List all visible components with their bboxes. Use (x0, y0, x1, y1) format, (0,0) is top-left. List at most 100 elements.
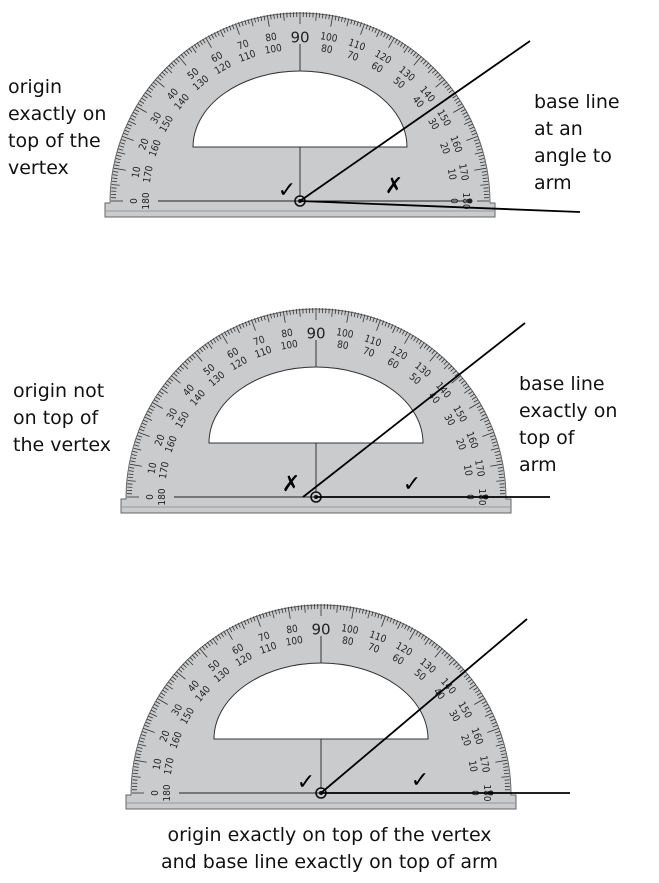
scale-tick (462, 111, 468, 115)
scale-tick (226, 629, 233, 640)
scale-label-outer: 30 (165, 406, 180, 422)
scale-tick (362, 314, 366, 323)
scale-tick (215, 336, 219, 342)
scale-tick (185, 49, 190, 55)
scale-tick (438, 76, 443, 81)
scale-tick (450, 367, 455, 372)
scale-tick (479, 161, 485, 164)
scale-tick (409, 627, 413, 633)
scale-tick (218, 334, 222, 340)
scale-tick (282, 310, 286, 323)
scale-tick (163, 69, 168, 74)
scale-tick (376, 319, 382, 331)
scale-tick (244, 20, 247, 26)
scale-label-90: 90 (306, 325, 325, 343)
scale-tick (257, 317, 260, 323)
scale-tick (129, 463, 142, 467)
scale-tick (234, 624, 238, 630)
scale-tick (431, 349, 436, 355)
scale-tick (481, 171, 487, 173)
scale-label-outer: 170 (472, 459, 486, 478)
scale-tick (279, 12, 282, 19)
scale-tick (328, 14, 330, 20)
scale-tick (386, 616, 390, 622)
scale-tick (188, 47, 193, 53)
scale-tick (453, 661, 458, 666)
scale-tick (465, 117, 471, 121)
scale-tick (155, 396, 161, 400)
scale-tick (279, 311, 282, 317)
scale-tick (446, 86, 452, 91)
scale-tick (253, 17, 256, 23)
scale-tick (255, 615, 261, 627)
scale-tick (434, 647, 443, 658)
scale-tick (334, 15, 337, 21)
scale-tick (283, 12, 285, 21)
scale-tick (466, 135, 478, 141)
check-mark: ✓ (403, 472, 421, 497)
scale-tick (438, 356, 443, 361)
scale-tick (494, 731, 500, 734)
scale-label-inner: 180 (162, 784, 173, 801)
scale-tick (350, 311, 353, 317)
scale-tick (137, 746, 143, 749)
scale-tick (271, 610, 275, 619)
scale-tick (153, 399, 159, 403)
scale-tick (187, 659, 194, 666)
scale-tick (481, 701, 487, 705)
protractor-panel-1: 0 180101702016030150401405013060120701108… (104, 12, 581, 218)
scale-label-inner: 170 (163, 757, 177, 776)
scale-tick (402, 44, 407, 49)
scale-label-inner: 20 (458, 733, 472, 748)
scale-tick (148, 407, 154, 411)
scale-tick (235, 325, 240, 334)
scale-tick (231, 625, 235, 631)
scale-tick (292, 309, 294, 315)
scale-tick (212, 637, 218, 645)
scale-tick (131, 457, 137, 460)
scale-tick (304, 604, 306, 613)
scale-tick (278, 608, 280, 614)
scale-tick (425, 62, 430, 67)
scale-tick (433, 643, 438, 649)
scale-tick (204, 643, 209, 649)
scale-tick (484, 706, 490, 710)
scale-tick (134, 759, 147, 763)
scale-label-inner: 100 (280, 339, 299, 353)
scale-tick (500, 750, 506, 752)
scale-tick (412, 51, 417, 57)
scale-tick (479, 410, 485, 414)
scale-tick (497, 740, 503, 743)
scale-label-outer: 170 (456, 163, 470, 182)
scale-tick (175, 671, 186, 680)
scale-tick (273, 13, 275, 19)
scale-tick (480, 164, 486, 167)
scale-tick (143, 94, 148, 99)
scale-tick (482, 174, 488, 176)
scale-tick (469, 681, 475, 686)
scale-label-inner: 180 (141, 192, 152, 209)
scale-tick (498, 473, 504, 475)
scale-tick (143, 727, 155, 733)
scale-tick (355, 607, 358, 613)
scale-tick (452, 94, 457, 99)
scale-tick (191, 654, 196, 659)
scale-tick (183, 51, 188, 57)
scale-tick (152, 81, 158, 86)
scale-tick (458, 377, 464, 382)
scale-tick (334, 308, 337, 315)
scale-tick (475, 689, 480, 694)
scale-tick (371, 611, 374, 617)
scale-tick (146, 718, 152, 722)
scale-label-inner: 30 (441, 413, 456, 429)
caption-baseline-on-arm: base line exactly on top of arm (519, 373, 618, 476)
scale-tick (268, 611, 271, 617)
scale-tick (374, 612, 377, 618)
scale-label-inner: 70 (366, 642, 381, 656)
scale-tick (201, 345, 206, 351)
scale-tick (337, 16, 340, 22)
scale-tick (134, 763, 140, 765)
scale-tick (139, 428, 145, 432)
scale-tick (225, 26, 229, 32)
angle-arm (320, 618, 528, 794)
